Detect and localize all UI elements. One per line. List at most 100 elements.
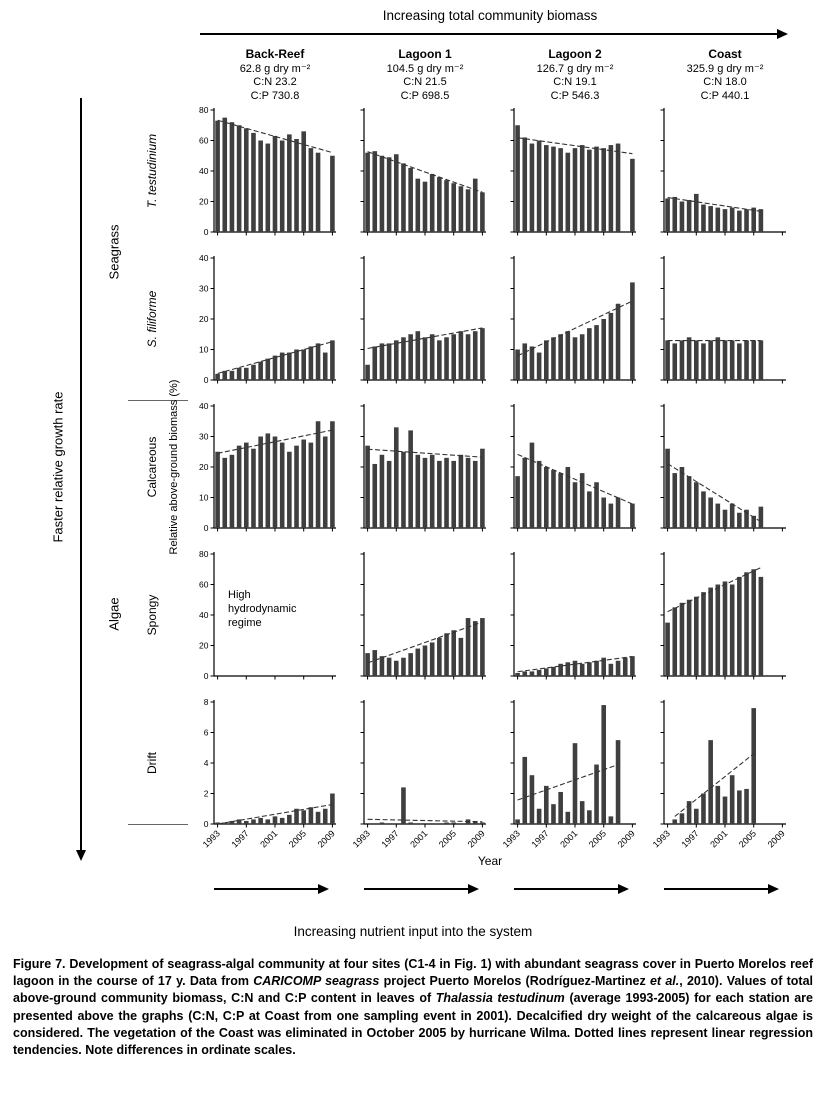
svg-text:0: 0 (204, 227, 209, 237)
svg-text:2009: 2009 (466, 828, 487, 849)
svg-text:0: 0 (204, 523, 209, 533)
svg-text:1993: 1993 (351, 828, 372, 849)
site-cp: C:P 546.3 (550, 89, 600, 102)
site-biomass: 325.9 g dry m⁻² (686, 62, 764, 75)
svg-text:2005: 2005 (737, 828, 758, 849)
top-axis-title: Increasing total community biomass (382, 8, 598, 23)
svg-text:30: 30 (199, 432, 209, 442)
nutrient-arrow-right-icon (468, 883, 479, 894)
site-cn: C:N 19.1 (553, 76, 597, 88)
growth-rate-label: Faster relative growth rate (50, 391, 66, 543)
svg-text:1993: 1993 (501, 828, 522, 849)
svg-text:20: 20 (199, 641, 209, 651)
svg-text:40: 40 (199, 166, 209, 176)
chart-cell: 0 2 4 6 8 1993 1997 2001 2005 2009 (190, 696, 340, 876)
group-label-algae: Algae (106, 597, 122, 631)
svg-text:4: 4 (204, 758, 209, 768)
chart-cell (640, 548, 790, 696)
row-label-spongy: Spongy (145, 594, 159, 636)
row-label-calcareous: Calcareous (145, 436, 159, 498)
year-axis-label: Year (477, 854, 503, 868)
site-cn: C:N 18.0 (703, 76, 747, 88)
chart-grid: 0 20 40 60 80 0 10 20 30 40 0 10 20 30 40 0 20 40 60 80 H… (190, 104, 790, 876)
svg-text:High: High (228, 589, 251, 601)
site-name: Coast (708, 47, 742, 61)
chart-cell: 0 10 20 30 40 (190, 400, 340, 548)
svg-text:6: 6 (204, 728, 209, 738)
svg-text:30: 30 (199, 284, 209, 294)
site-biomass: 62.8 g dry m⁻² (239, 62, 311, 75)
chart-cell (490, 104, 640, 252)
svg-text:40: 40 (199, 253, 209, 263)
top-arrow-line (200, 33, 777, 35)
site-biomass: 104.5 g dry m⁻² (386, 62, 464, 75)
bottom-axis-title: Increasing nutrient input into the syste… (293, 924, 533, 939)
chart-cell: 0 20 40 60 80 (190, 104, 340, 252)
top-arrow-right-icon (777, 28, 788, 39)
column-header-coast: Coast 325.9 g dry m⁻² C:N 18.0 C:P 440.1 (650, 47, 800, 103)
row-label-s-filiforme: S. filiforme (145, 290, 159, 348)
chart-cell: 0 20 40 60 80 High hydrodynamic regime (190, 548, 340, 696)
growth-rate-arrow-down-icon (75, 850, 86, 861)
svg-text:1993: 1993 (651, 828, 672, 849)
svg-text:regime: regime (228, 617, 262, 629)
group-label-seagrass: Seagrass (106, 224, 122, 280)
svg-text:2005: 2005 (437, 828, 458, 849)
nutrient-arrow-right-icon (768, 883, 779, 894)
chart-cell: 0 10 20 30 40 (190, 252, 340, 400)
svg-text:2: 2 (204, 789, 209, 799)
row-label-drift: Drift (145, 752, 159, 774)
svg-text:2001: 2001 (258, 828, 279, 849)
svg-text:80: 80 (199, 105, 209, 115)
nutrient-arrow-right-icon (318, 883, 329, 894)
chart-cell (340, 252, 490, 400)
svg-text:1997: 1997 (529, 828, 550, 849)
site-cp: C:P 730.8 (250, 89, 300, 102)
nutrient-arrow-line (364, 888, 468, 890)
chart-cell (490, 252, 640, 400)
svg-text:1993: 1993 (201, 828, 222, 849)
growth-rate-arrow-line (80, 98, 82, 850)
svg-text:0: 0 (204, 375, 209, 385)
svg-text:40: 40 (199, 610, 209, 620)
svg-text:2001: 2001 (558, 828, 579, 849)
site-cn: C:N 23.2 (253, 76, 297, 88)
svg-text:1997: 1997 (679, 828, 700, 849)
svg-text:2009: 2009 (766, 828, 787, 849)
site-cp: C:P 440.1 (700, 89, 750, 102)
figure-caption: Figure 7. Development of seagrass-algal … (13, 957, 814, 1058)
svg-text:60: 60 (199, 136, 209, 146)
svg-text:0: 0 (204, 819, 209, 829)
svg-text:2005: 2005 (287, 828, 308, 849)
column-header-lagoon-1: Lagoon 1 104.5 g dry m⁻² C:N 21.5 C:P 69… (350, 47, 500, 103)
nutrient-arrow-line (214, 888, 318, 890)
chart-cell (340, 400, 490, 548)
chart-cell (340, 548, 490, 696)
nutrient-arrow-line (664, 888, 768, 890)
nutrient-arrow-right-icon (618, 883, 629, 894)
column-header-back-reef: Back-Reef 62.8 g dry m⁻² C:N 23.2 C:P 73… (200, 47, 350, 103)
chart-cell (490, 548, 640, 696)
nutrient-arrow-line (514, 888, 618, 890)
chart-cell: 1993 1997 2001 2005 2009 (490, 696, 640, 876)
svg-text:8: 8 (204, 697, 209, 707)
chart-cell (640, 104, 790, 252)
group-separator (128, 824, 188, 825)
chart-cell (340, 104, 490, 252)
svg-text:0: 0 (204, 671, 209, 681)
chart-cell: 1993 1997 2001 2005 2009 (340, 696, 490, 876)
svg-text:hydrodynamic: hydrodynamic (228, 603, 297, 615)
row-label-t-testudinium: T. testudinium (145, 133, 159, 209)
svg-text:20: 20 (199, 314, 209, 324)
site-biomass: 126.7 g dry m⁻² (536, 62, 614, 75)
svg-text:10: 10 (199, 345, 209, 355)
svg-text:2001: 2001 (408, 828, 429, 849)
chart-cell (490, 400, 640, 548)
chart-cell: 1993 1997 2001 2005 2009 (640, 696, 790, 876)
site-cp: C:P 698.5 (400, 89, 450, 102)
svg-text:80: 80 (199, 549, 209, 559)
svg-text:20: 20 (199, 197, 209, 207)
site-name: Lagoon 2 (548, 47, 602, 61)
svg-text:1997: 1997 (229, 828, 250, 849)
